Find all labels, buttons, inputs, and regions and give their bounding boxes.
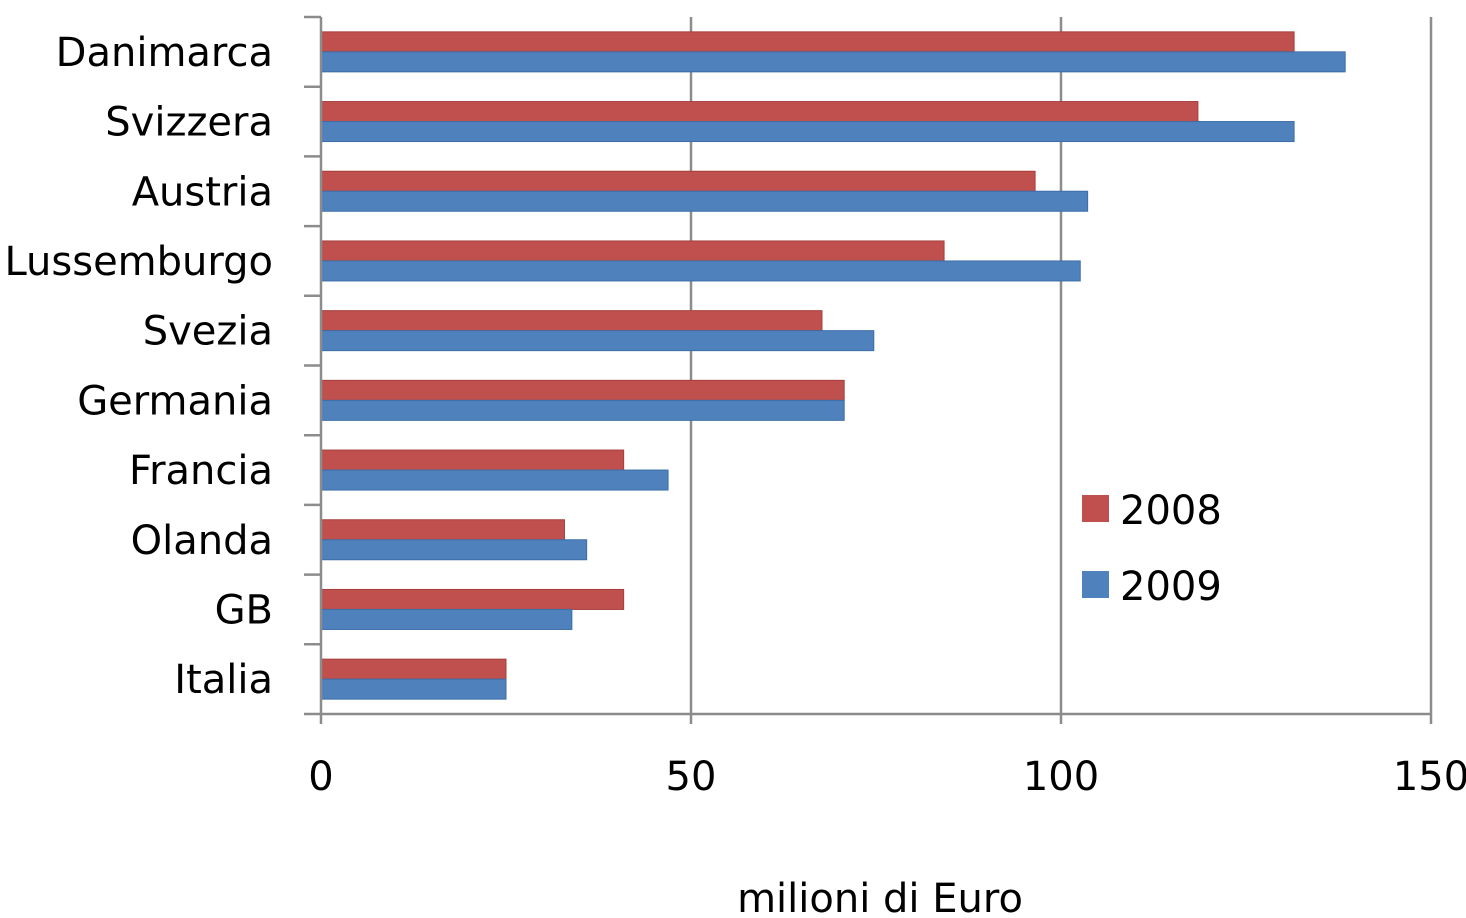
bar-2009-danimarca	[320, 51, 1346, 73]
bar-2008-danimarca	[320, 31, 1295, 53]
category-label: Svezia	[143, 309, 273, 355]
bar-2009-svizzera	[320, 121, 1295, 143]
bar-2009-svezia	[320, 330, 875, 352]
category-label: Austria	[132, 169, 273, 215]
bar-2008-svezia	[320, 310, 823, 332]
category-label: GB	[215, 587, 273, 633]
category-labels: Danimarca Svizzera Austria Lussemburgo Svezi…	[4, 30, 273, 703]
legend-label-2009: 2009	[1120, 564, 1222, 610]
bar-2009-olanda	[320, 539, 588, 561]
bar-2009-lussemburgo	[320, 260, 1081, 282]
category-label: Svizzera	[105, 100, 273, 146]
category-label: Francia	[129, 448, 273, 494]
bar-2009-italia	[320, 678, 507, 700]
x-tick-label: 150	[1393, 754, 1466, 800]
axes	[304, 15, 1433, 724]
bar-2009-gb	[320, 608, 573, 630]
bar-2009-germania	[320, 399, 845, 421]
bar-2008-lussemburgo	[320, 240, 945, 262]
bar-2008-austria	[320, 170, 1036, 192]
x-tick-labels: 0 50 100 150	[308, 754, 1466, 800]
bar-2008-germania	[320, 379, 845, 401]
legend-label-2008: 2008	[1120, 488, 1222, 534]
legend: 2008 2009	[1082, 488, 1222, 610]
bar-2008-svizzera	[320, 101, 1199, 123]
category-label: Italia	[174, 657, 273, 703]
legend-swatch-2009	[1082, 571, 1109, 598]
bar-2009-austria	[320, 190, 1089, 212]
x-tick-label: 0	[308, 754, 333, 800]
bar-2009-francia	[320, 469, 669, 491]
x-tick-label: 50	[666, 754, 717, 800]
category-label: Germania	[77, 378, 273, 424]
category-label: Lussemburgo	[4, 239, 273, 285]
bar-2008-olanda	[320, 519, 565, 541]
category-label: Olanda	[131, 518, 273, 564]
x-tick-label: 100	[1023, 754, 1099, 800]
bar-2008-francia	[320, 449, 625, 471]
legend-swatch-2008	[1082, 495, 1109, 522]
bar-2008-italia	[320, 658, 507, 680]
bar-2008-gb	[320, 588, 625, 610]
x-axis-label: milioni di Euro	[737, 876, 1023, 918]
category-label: Danimarca	[56, 30, 273, 76]
